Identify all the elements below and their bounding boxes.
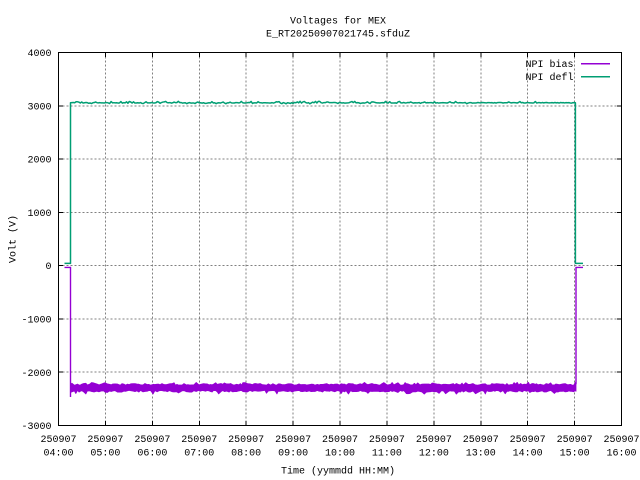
svg-text:09:00: 09:00 [278,449,308,460]
svg-text:06:00: 06:00 [137,449,167,460]
svg-text:-1000: -1000 [21,316,51,327]
svg-text:250907: 250907 [416,435,452,446]
svg-text:250907: 250907 [134,435,170,446]
svg-text:Time (yymmdd HH:MM): Time (yymmdd HH:MM) [281,466,395,478]
svg-text:NPI bias: NPI bias [525,59,573,71]
svg-text:10:00: 10:00 [325,449,355,460]
svg-text:12:00: 12:00 [419,449,449,460]
svg-text:-2000: -2000 [21,369,51,380]
svg-text:250907: 250907 [228,435,264,446]
svg-text:250907: 250907 [322,435,358,446]
svg-text:250907: 250907 [557,435,593,446]
svg-text:250907: 250907 [510,435,546,446]
svg-text:250907: 250907 [369,435,405,446]
svg-text:250907: 250907 [275,435,311,446]
svg-text:05:00: 05:00 [90,449,120,460]
svg-text:1000: 1000 [27,209,51,220]
svg-text:16:00: 16:00 [606,449,636,460]
svg-text:250907: 250907 [463,435,499,446]
svg-text:Voltages for MEX: Voltages for MEX [290,16,386,28]
svg-text:E_RT20250907021745.sfduZ: E_RT20250907021745.sfduZ [266,29,410,41]
svg-text:11:00: 11:00 [372,449,402,460]
svg-text:13:00: 13:00 [466,449,496,460]
svg-text:250907: 250907 [603,435,639,446]
svg-text:-3000: -3000 [21,422,51,433]
svg-text:3000: 3000 [27,102,51,113]
svg-text:2000: 2000 [27,156,51,167]
svg-text:04:00: 04:00 [43,449,73,460]
svg-text:08:00: 08:00 [231,449,261,460]
svg-text:NPI defl: NPI defl [525,72,573,84]
svg-text:Volt (V): Volt (V) [8,215,20,263]
svg-text:250907: 250907 [87,435,123,446]
svg-text:0: 0 [45,262,51,273]
svg-text:15:00: 15:00 [560,449,590,460]
svg-text:250907: 250907 [40,435,76,446]
svg-text:4000: 4000 [27,49,51,60]
svg-text:07:00: 07:00 [184,449,214,460]
svg-text:14:00: 14:00 [513,449,543,460]
svg-text:250907: 250907 [181,435,217,446]
